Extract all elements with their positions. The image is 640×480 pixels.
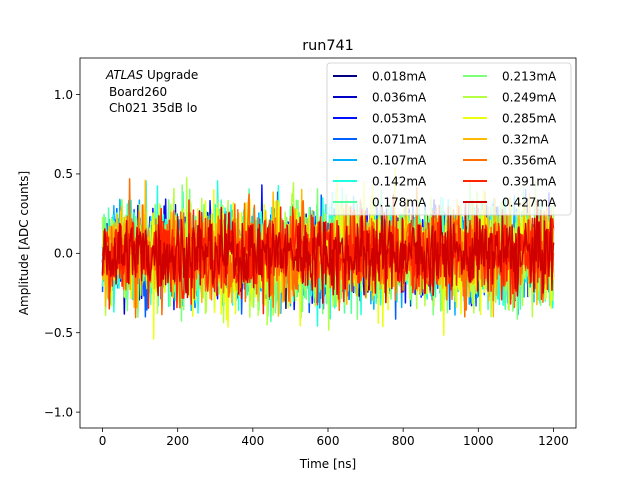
- x-tick-label: 800: [392, 434, 415, 448]
- legend-label: 0.213mA: [502, 69, 557, 83]
- legend-label: 0.391mA: [502, 174, 557, 188]
- x-tick-label: 0: [99, 434, 107, 448]
- series-layer: [101, 167, 555, 340]
- annotation-atlas: ATLAS: [105, 68, 144, 82]
- x-tick-label: 1000: [463, 434, 494, 448]
- y-tick-label: −1.0: [44, 405, 73, 419]
- legend-label: 0.018mA: [372, 69, 427, 83]
- annotation: ATLAS Upgrade Board260 Ch021 35dB lo: [105, 68, 198, 115]
- x-tick-label: 1200: [538, 434, 569, 448]
- legend-label: 0.178mA: [372, 195, 427, 209]
- chart-title: run741: [302, 38, 354, 54]
- legend-label: 0.249mA: [502, 90, 557, 104]
- legend-label: 0.036mA: [372, 90, 427, 104]
- legend-label: 0.071mA: [372, 132, 427, 146]
- svg-text:ATLAS Upgrade: ATLAS Upgrade: [105, 68, 198, 82]
- y-tick-label: 0.5: [54, 167, 73, 181]
- legend-label: 0.142mA: [372, 174, 427, 188]
- legend-label: 0.285mA: [502, 111, 557, 125]
- legend-label: 0.427mA: [502, 195, 557, 209]
- legend-label: 0.107mA: [372, 153, 427, 167]
- legend-label: 0.356mA: [502, 153, 557, 167]
- x-axis: 0 200 400 600 800 1000 1200: [99, 428, 569, 448]
- x-axis-label: Time [ns]: [299, 457, 356, 471]
- annotation-channel: Ch021 35dB lo: [109, 101, 197, 115]
- y-tick-label: −0.5: [44, 326, 73, 340]
- legend-label: 0.32mA: [502, 132, 549, 146]
- series-line: [101, 200, 555, 304]
- y-tick-label: 1.0: [54, 88, 73, 102]
- legend: 0.018mA 0.036mA 0.053mA 0.071mA 0.107mA 0.142…: [326, 62, 572, 216]
- annotation-board: Board260: [109, 85, 167, 99]
- y-axis: −1.0 −0.5 0.0 0.5 1.0: [44, 88, 80, 419]
- x-tick-label: 200: [166, 434, 189, 448]
- x-tick-label: 400: [241, 434, 264, 448]
- y-axis-label: Amplitude [ADC counts]: [17, 171, 31, 315]
- legend-box: [326, 62, 572, 216]
- legend-label: 0.053mA: [372, 111, 427, 125]
- annotation-upgrade: Upgrade: [143, 68, 198, 82]
- x-tick-label: 600: [317, 434, 340, 448]
- y-tick-label: 0.0: [54, 247, 73, 261]
